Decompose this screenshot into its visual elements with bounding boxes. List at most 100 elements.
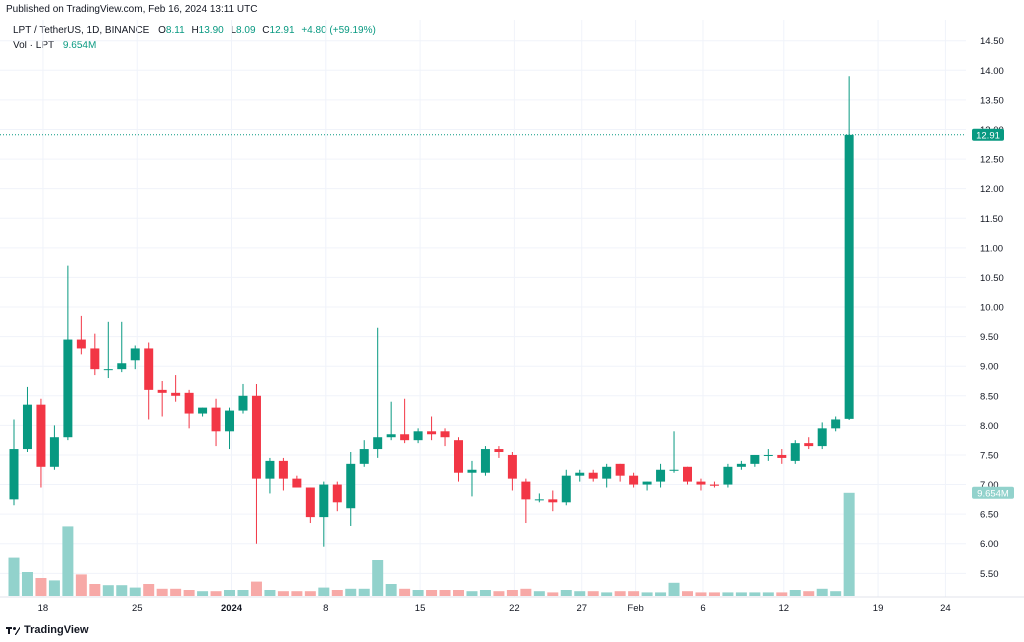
x-tick-label: 12: [779, 603, 790, 614]
volume-bar: [762, 592, 774, 596]
candle-body: [63, 339, 73, 438]
volume-bar: [695, 592, 707, 596]
volume-bar: [803, 591, 815, 596]
x-tick-label: 25: [132, 603, 143, 614]
volume-bar: [735, 592, 747, 596]
volume-bar: [183, 590, 195, 596]
candle-body: [251, 395, 261, 479]
volume-bar: [439, 590, 451, 596]
candle-body: [49, 437, 59, 467]
x-tick-label: 8: [323, 603, 328, 614]
candle-body: [305, 487, 315, 518]
candle-body: [36, 404, 46, 467]
candle-body: [198, 407, 208, 414]
candle-body: [561, 475, 571, 503]
candle-body: [521, 481, 531, 500]
candle-body: [90, 348, 100, 370]
x-tick-label: 27: [576, 603, 587, 614]
volume-bar: [668, 582, 680, 596]
candle-body: [332, 484, 342, 503]
open-label: O: [158, 25, 166, 36]
candle-body: [790, 443, 800, 461]
candle-body: [238, 395, 248, 411]
y-tick-label: 6.50: [980, 510, 999, 521]
brand-name: TradingView: [24, 624, 89, 636]
candle-body: [157, 389, 167, 393]
volume-label[interactable]: Vol · LPT: [13, 40, 55, 51]
x-tick-label: 22: [509, 603, 520, 614]
candle-body: [359, 449, 369, 464]
candle-body: [76, 339, 86, 349]
candle-body: [386, 434, 396, 438]
volume-bar: [89, 584, 101, 596]
candle-body: [534, 499, 544, 501]
low-value: 8.09: [236, 25, 256, 36]
volume-bar: [547, 592, 559, 596]
candle-body: [319, 484, 329, 518]
y-tick-label: 7.50: [980, 450, 999, 461]
x-tick-label: 15: [415, 603, 426, 614]
candle-body: [696, 481, 706, 485]
volume-bar: [453, 590, 465, 596]
volume-bar: [318, 587, 330, 596]
candle-body: [427, 431, 437, 435]
x-tick-label: 19: [873, 603, 884, 614]
x-tick-label: Feb: [627, 603, 643, 614]
chart-legend: LPT / TetherUS, 1D, BINANCE O8.11 H13.90…: [13, 25, 380, 55]
volume-bar: [21, 572, 33, 596]
y-tick-label: 10.50: [980, 273, 1004, 284]
y-tick-label: 11.50: [980, 214, 1003, 225]
volume-bar: [75, 574, 87, 596]
volume-bar: [143, 584, 155, 596]
volume-bar: [170, 588, 182, 596]
tradingview-logo-icon: [6, 626, 20, 635]
candle-body: [831, 419, 841, 429]
candle-body: [615, 463, 625, 476]
volume-bar: [250, 581, 262, 596]
volume-bar: [466, 591, 478, 596]
candle-body: [494, 449, 504, 453]
candle-body: [373, 437, 383, 450]
change-value: +4.80 (+59.19%): [301, 25, 376, 36]
volume-bar: [399, 588, 411, 596]
candle-body: [292, 478, 302, 488]
close-label: C: [262, 25, 270, 36]
y-tick-label: 14.50: [980, 36, 1004, 47]
volume-bar: [358, 588, 370, 596]
symbol-title[interactable]: LPT / TetherUS, 1D, BINANCE: [13, 25, 150, 36]
candle-body: [669, 469, 679, 471]
volume-bar: [830, 591, 842, 596]
volume-bar: [224, 590, 236, 596]
x-tick-label: 6: [700, 603, 705, 614]
y-tick-label: 7.00: [980, 480, 999, 491]
volume-bar: [560, 590, 572, 596]
candle-body: [642, 481, 652, 485]
volume-bar: [506, 590, 518, 596]
candle-body: [467, 469, 477, 473]
candle-body: [683, 466, 692, 482]
candle-body: [171, 392, 181, 396]
volume-bar: [816, 588, 828, 596]
y-tick-label: 11.00: [980, 243, 1003, 254]
x-tick-label: 18: [38, 603, 49, 614]
candle-body: [709, 484, 719, 486]
y-tick-label: 5.50: [980, 569, 999, 580]
candle-body: [211, 407, 221, 432]
y-tick-label: 12.00: [980, 184, 1004, 195]
candle-body: [804, 443, 814, 447]
volume-bar: [520, 588, 532, 596]
candle-body: [225, 410, 235, 432]
last-price-label: 12.91: [976, 130, 1000, 141]
volume-bar: [102, 585, 114, 596]
volume-bar: [641, 592, 653, 596]
last-price-tag: [972, 128, 1004, 141]
candle-body: [440, 431, 450, 438]
candle-body: [602, 466, 612, 479]
y-tick-label: 8.00: [980, 421, 999, 432]
volume-bar: [156, 588, 168, 596]
volume-bar: [412, 590, 424, 596]
candle-body: [723, 466, 733, 485]
candle-body: [575, 472, 585, 476]
volume-bar: [614, 591, 626, 596]
